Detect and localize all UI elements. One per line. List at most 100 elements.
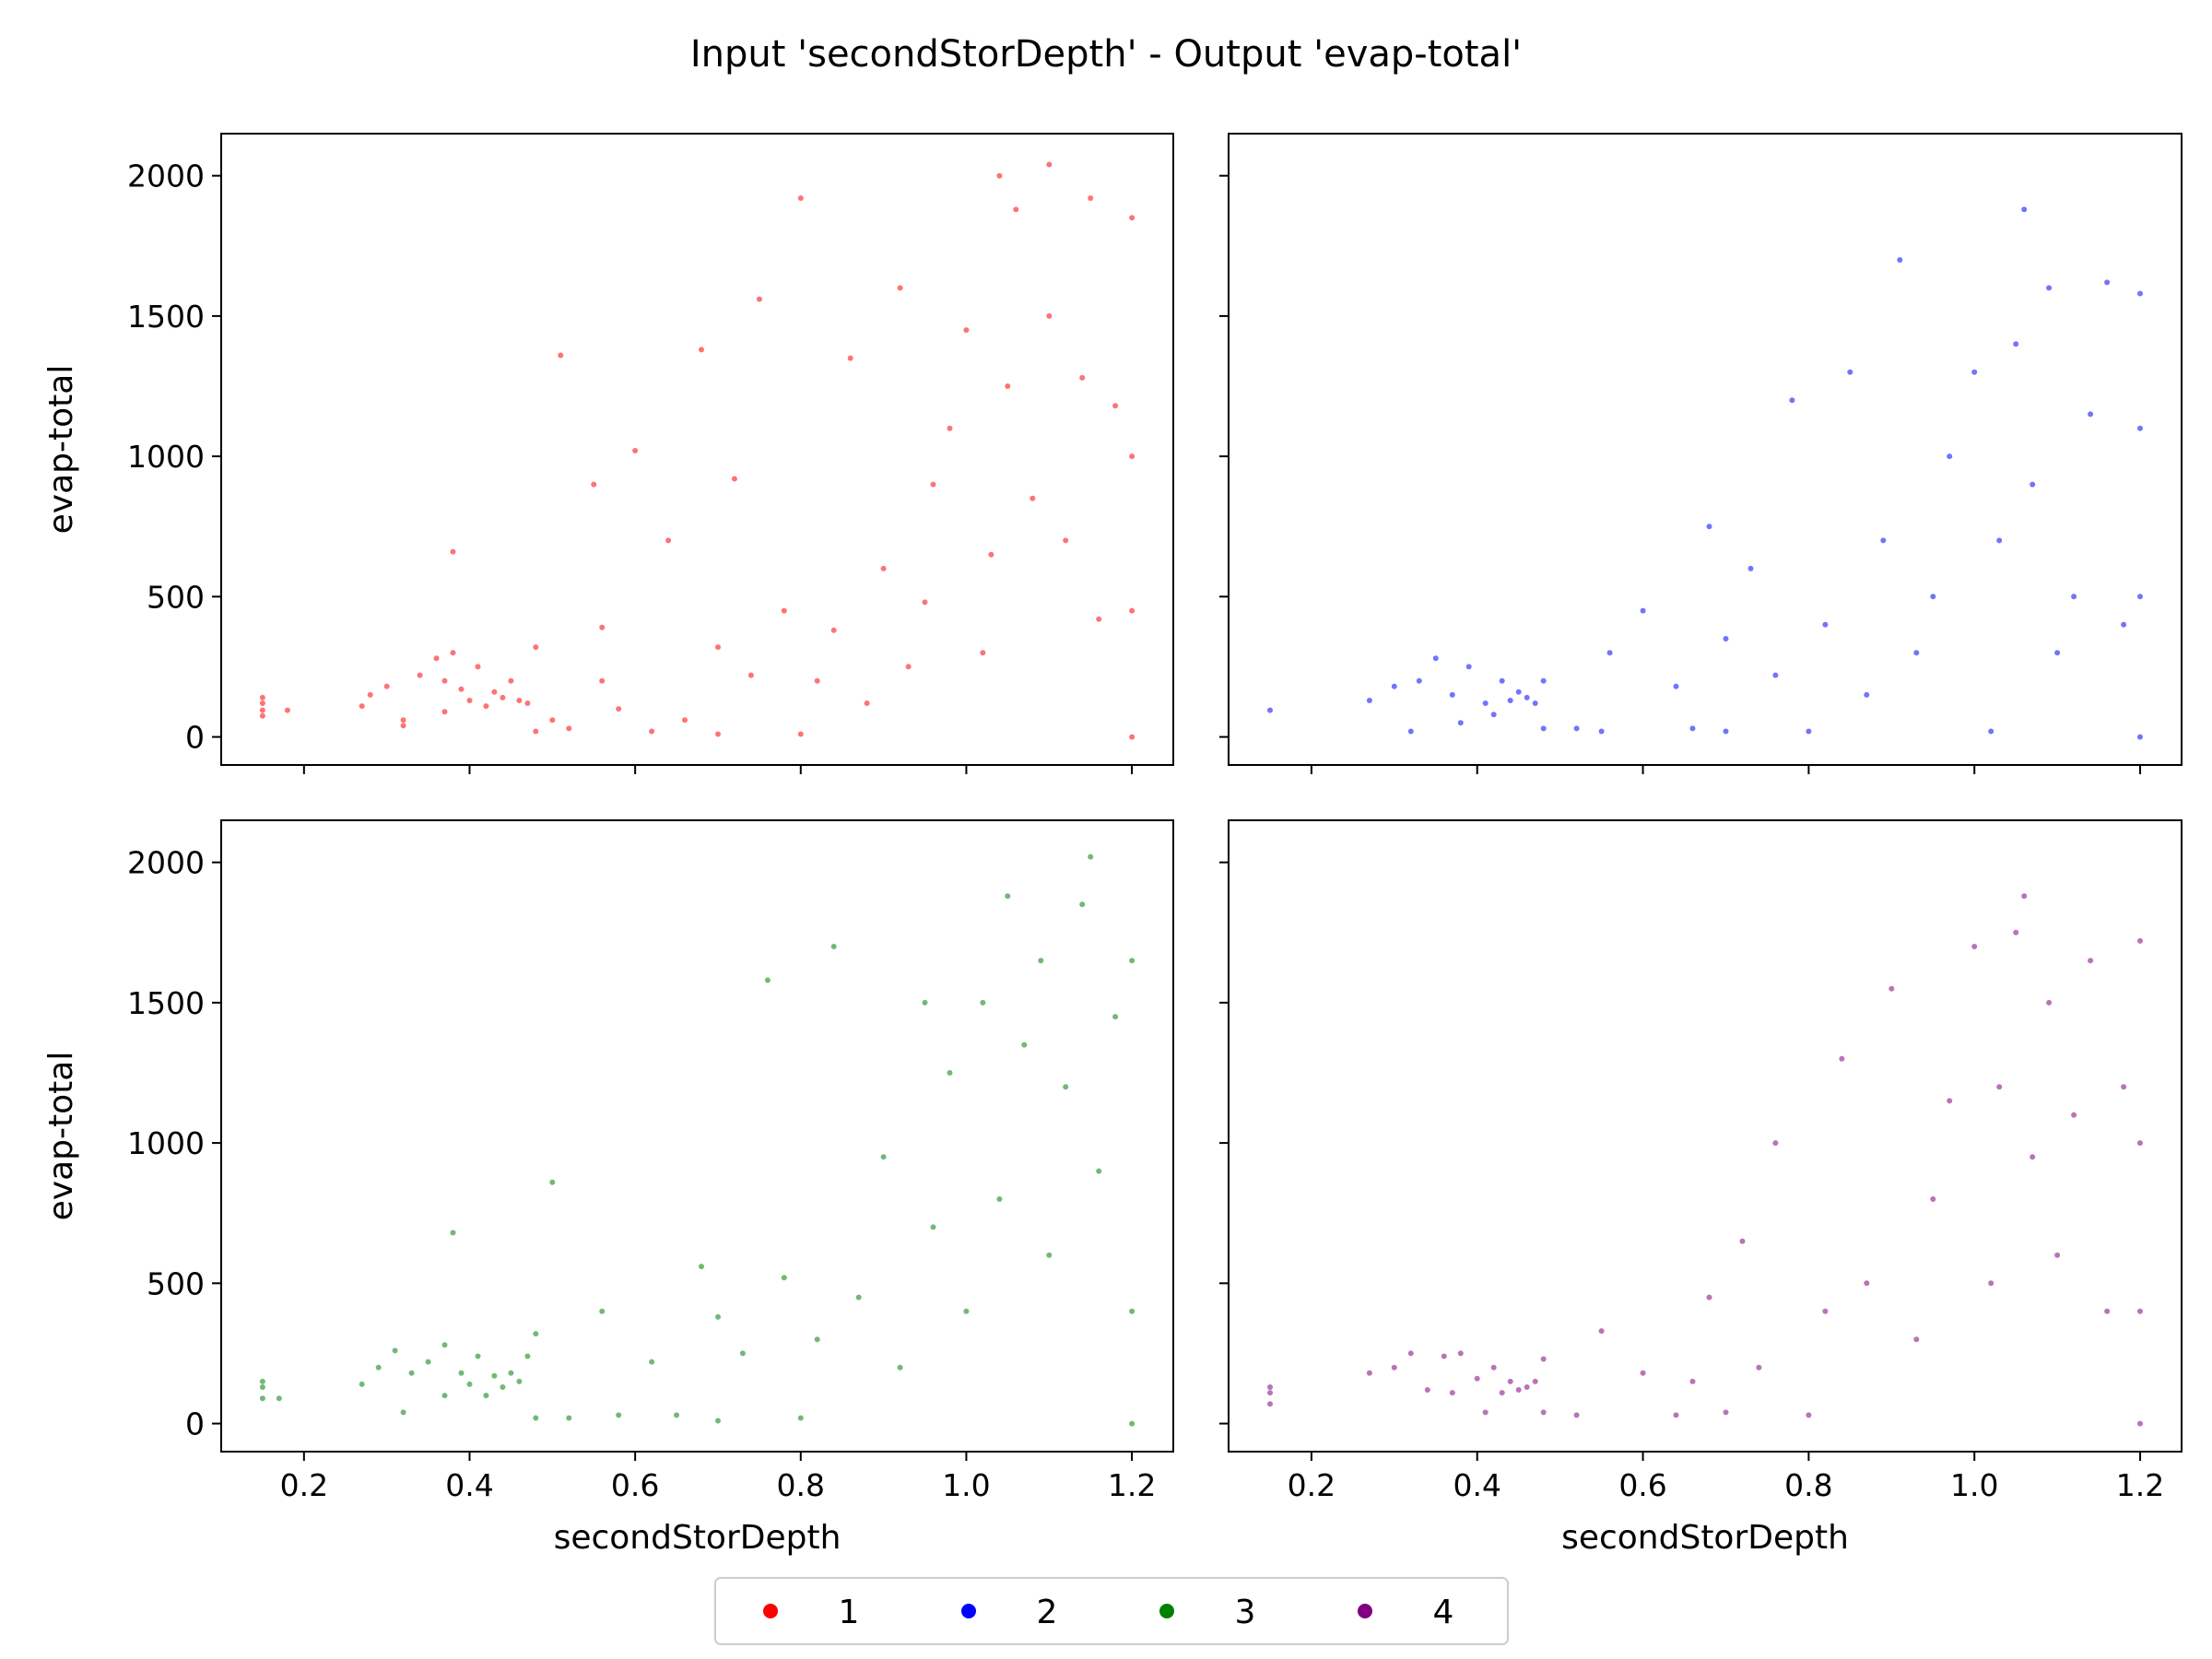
data-point (699, 347, 704, 353)
x-tick-label: 0.2 (1288, 1467, 1335, 1503)
data-point (632, 448, 639, 453)
series-2-points (1267, 206, 2143, 740)
data-point (259, 694, 265, 700)
data-point (781, 607, 787, 614)
data-point (1772, 1140, 1779, 1147)
data-point (2071, 594, 2077, 600)
data-point (1079, 901, 1086, 908)
data-point (1756, 1364, 1762, 1371)
x-tick-label: 0.8 (1784, 1467, 1832, 1503)
data-point (1449, 1390, 1455, 1396)
data-point (947, 1070, 953, 1076)
data-point (1897, 257, 1903, 263)
legend: 1 2 3 4 (714, 1577, 1509, 1645)
legend-item-1: 1 (763, 1594, 859, 1631)
data-point (1391, 1364, 1397, 1371)
data-point (1640, 1370, 1646, 1376)
legend-label: 1 (839, 1594, 860, 1631)
data-point (1689, 1378, 1696, 1384)
data-point (2137, 1420, 2143, 1427)
data-point (897, 285, 903, 291)
data-point (408, 1370, 415, 1376)
data-point (682, 717, 688, 724)
data-point (855, 1294, 862, 1300)
data-point (450, 548, 456, 555)
data-point (1988, 728, 1994, 735)
y-tick-label: 1000 (127, 439, 205, 475)
data-point (1524, 1384, 1530, 1390)
data-point (1723, 728, 1729, 735)
x-tick-label: 0.2 (280, 1467, 328, 1503)
data-point (400, 1409, 406, 1416)
data-point (814, 1336, 820, 1343)
y-tick-label: 500 (147, 1265, 205, 1301)
data-point (1971, 369, 1978, 375)
data-point (1822, 621, 1829, 628)
data-point (566, 1415, 572, 1421)
data-point (1540, 1356, 1547, 1362)
data-point (566, 725, 572, 732)
data-point (2104, 1308, 2111, 1314)
data-point (1747, 565, 1754, 571)
data-point (1432, 655, 1439, 662)
data-point (1806, 728, 1812, 735)
data-point (1129, 215, 1135, 221)
data-point (2088, 958, 2094, 964)
data-point (2088, 411, 2094, 418)
data-point (1046, 161, 1053, 168)
data-point (1391, 683, 1397, 689)
data-point (1079, 374, 1086, 381)
data-point (1046, 1252, 1053, 1258)
data-point (1416, 677, 1422, 684)
data-point (1864, 1280, 1870, 1287)
data-point (441, 677, 448, 684)
data-point (2030, 1154, 2036, 1160)
data-point (2137, 937, 2143, 944)
data-point (549, 717, 556, 724)
data-point (2104, 279, 2111, 286)
data-point (516, 1378, 523, 1384)
data-point (980, 999, 986, 1006)
data-point (1971, 944, 1978, 949)
data-point (1515, 688, 1522, 695)
data-point (1021, 1041, 1028, 1048)
data-point (1112, 403, 1119, 409)
legend-label: 3 (1235, 1594, 1256, 1631)
data-point (500, 1384, 506, 1390)
data-point (1088, 195, 1094, 201)
data-point (533, 1331, 539, 1337)
data-point (1013, 206, 1019, 213)
data-point (1482, 1409, 1488, 1416)
data-point (483, 703, 489, 710)
data-point (2137, 290, 2143, 297)
data-point (1490, 712, 1497, 718)
data-point (450, 650, 456, 656)
data-point (764, 977, 771, 983)
data-point (259, 712, 265, 719)
data-point (524, 700, 531, 706)
y-tick-label: 500 (147, 579, 205, 615)
data-point (1129, 1420, 1135, 1427)
data-point (1723, 636, 1729, 641)
data-point (897, 1364, 903, 1371)
y-tick-label: 0 (185, 1406, 205, 1442)
data-point (1947, 453, 1953, 460)
data-point (392, 1347, 398, 1354)
panel-2 (1219, 133, 2183, 774)
data-point (1063, 537, 1069, 544)
data-point (1366, 1370, 1372, 1376)
data-point (830, 944, 837, 949)
data-point (715, 644, 721, 651)
data-point (2137, 734, 2143, 740)
y-tick-label: 2000 (127, 845, 205, 881)
data-point (947, 425, 953, 431)
data-point (1540, 677, 1547, 684)
data-point (1030, 495, 1036, 501)
data-point (1864, 691, 1870, 698)
data-point (699, 1264, 704, 1270)
data-point (1822, 1308, 1829, 1314)
data-point (508, 677, 514, 684)
data-point (1515, 1387, 1522, 1393)
data-point (400, 717, 406, 724)
data-point (880, 565, 887, 571)
